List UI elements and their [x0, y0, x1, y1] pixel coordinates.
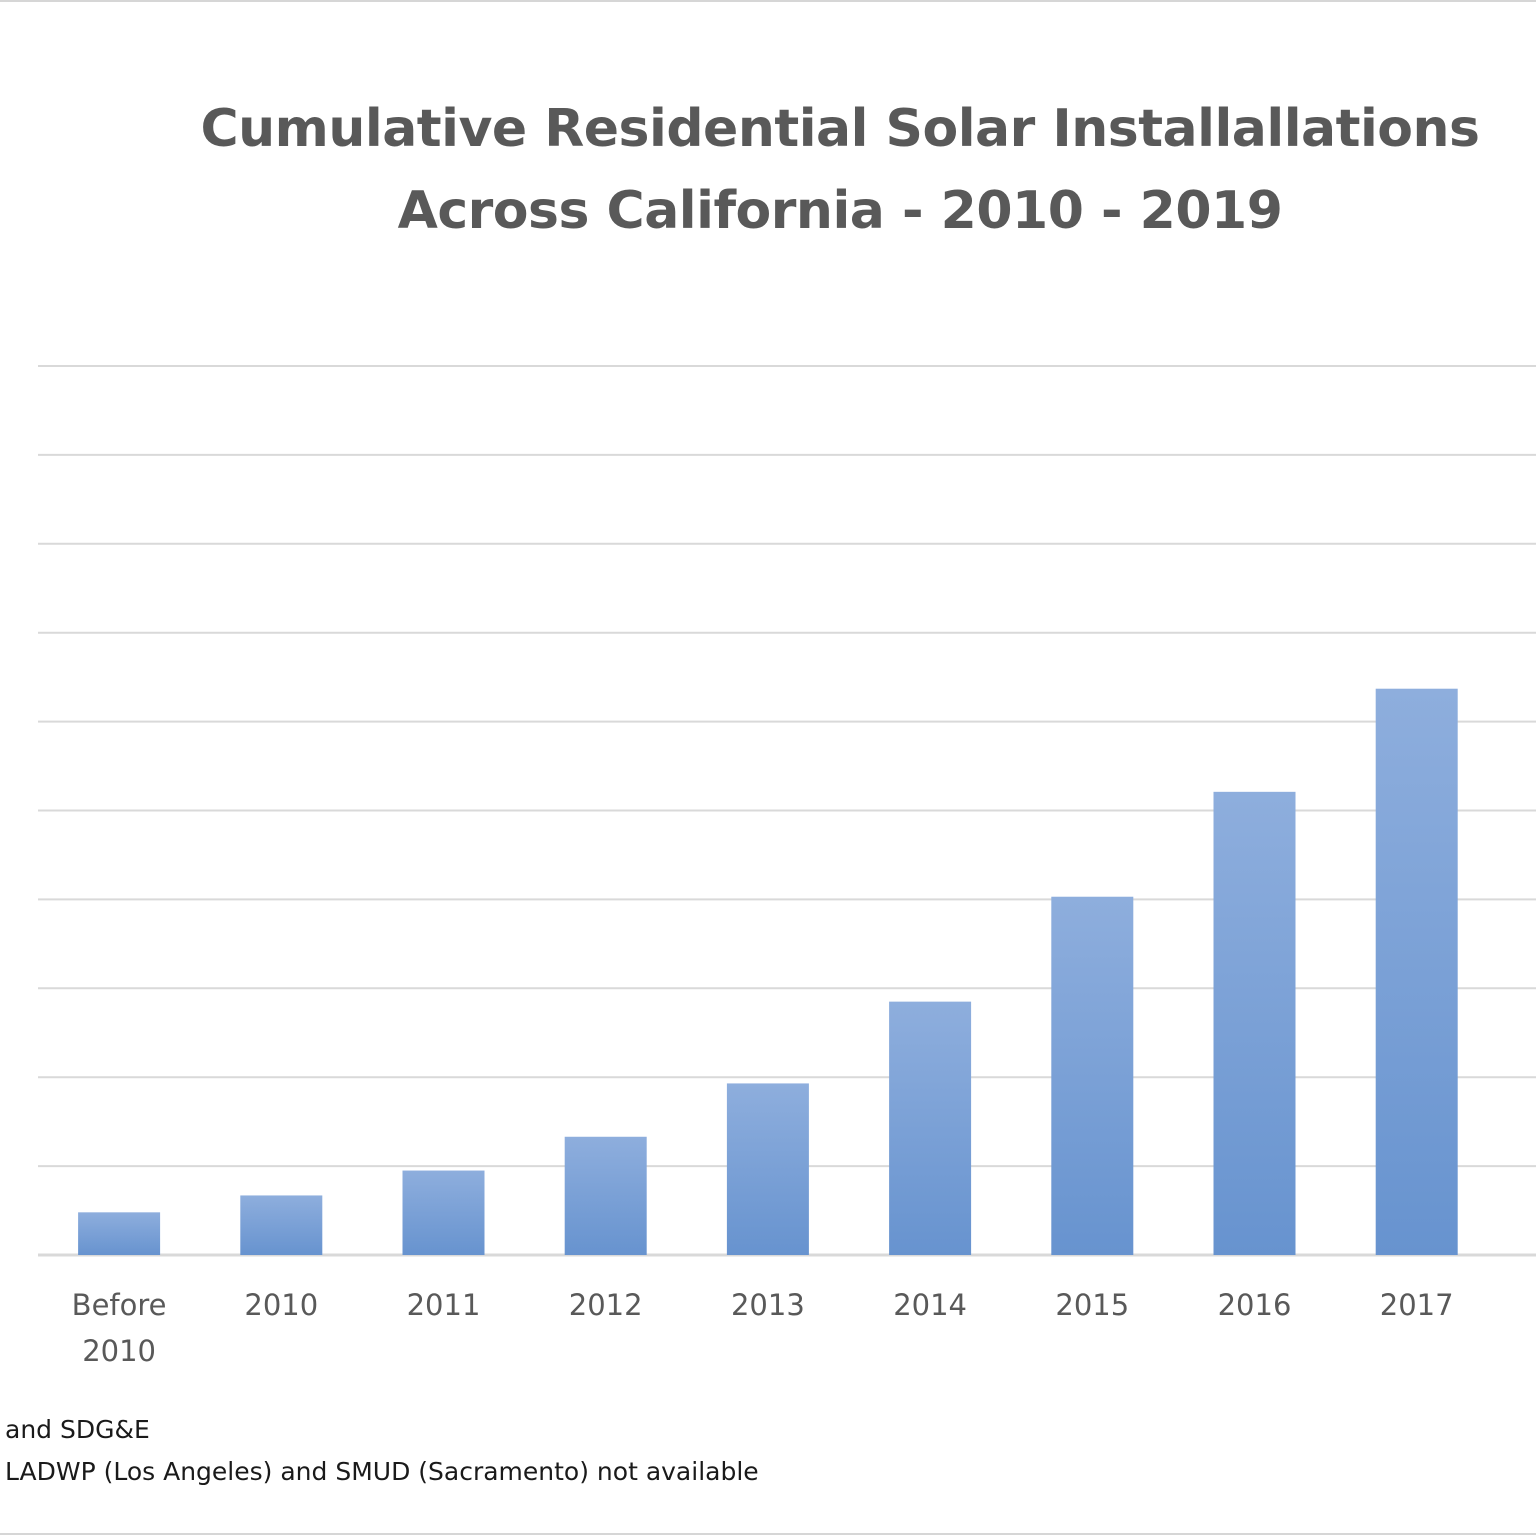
bars: [78, 688, 1458, 1255]
bar-2015: [1051, 896, 1134, 1255]
x-tick-label: 2014: [893, 1288, 967, 1322]
x-tick-label: 2010: [244, 1288, 319, 1322]
x-tick-label: 2013: [730, 1288, 805, 1322]
x-tick-label: 2017: [1379, 1288, 1454, 1322]
bar-2016: [1213, 791, 1296, 1255]
chart-title-line-1: Cumulative Residential Solar Installalla…: [200, 99, 1481, 159]
bar-2011: [402, 1170, 485, 1255]
footnote-line-2: LADWP (Los Angeles) and SMUD (Sacramento…: [5, 1457, 759, 1486]
bar-2013: [726, 1083, 809, 1255]
bar-2012: [564, 1136, 647, 1255]
x-tick-label: 2011: [406, 1288, 481, 1322]
top-border: [0, 0, 1536, 2]
bar-2014: [889, 1001, 972, 1255]
bottom-border: [0, 1533, 1536, 1535]
bar-2017: [1375, 688, 1458, 1255]
bar-before-2010: [78, 1212, 161, 1255]
x-tick-label: 2016: [1217, 1288, 1292, 1322]
x-tick-label: 2012: [568, 1288, 643, 1322]
chart-title: Cumulative Residential Solar Installalla…: [200, 88, 1481, 252]
footnote-line-1: and SDG&E: [5, 1415, 150, 1444]
chart-title-line-2: Across California - 2010 - 2019: [397, 181, 1283, 241]
bar-2010: [240, 1195, 323, 1255]
x-tick-label: 2015: [1055, 1288, 1130, 1322]
x-tick-label: Before 2010: [71, 1288, 167, 1368]
